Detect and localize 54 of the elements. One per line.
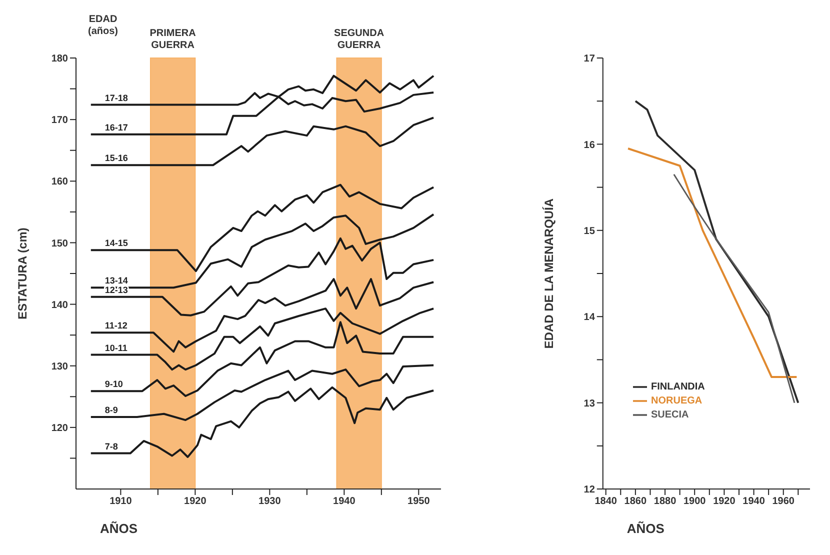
- y-tick-label: 15: [584, 226, 596, 237]
- series-label: 9-10: [104, 379, 123, 390]
- y-tick-label: 120: [51, 422, 68, 434]
- line-series: [90, 386, 435, 458]
- x-tick-label: 1920: [184, 496, 207, 508]
- x-tick-label: 1960: [772, 496, 795, 508]
- x-tick-label: 1940: [742, 496, 766, 508]
- x-tick-label: 1880: [654, 496, 677, 508]
- line-series: [90, 308, 435, 371]
- y-axis-title: ESTATURA (cm): [15, 228, 30, 320]
- line-series: [634, 100, 800, 404]
- x-axis-title: AÑOS: [626, 521, 665, 536]
- legend-label: SUECIA: [651, 410, 689, 421]
- x-tick-label: 1900: [683, 496, 706, 508]
- series-label: 15-16: [104, 153, 128, 164]
- x-tick-label: 1930: [258, 496, 282, 508]
- x-tick-label: 1860: [624, 496, 647, 508]
- line-series: [627, 148, 798, 378]
- y-tick-label: 12: [584, 484, 596, 496]
- legend-label: FINLANDIA: [651, 382, 705, 393]
- y-tick-label: 150: [51, 238, 68, 250]
- y-tick-label: 13: [584, 398, 596, 410]
- x-tick-label: 1910: [110, 496, 132, 508]
- series-label: 7-8: [104, 441, 118, 452]
- y-tick-label: 140: [51, 300, 68, 311]
- x-tick-label: 1920: [713, 496, 736, 508]
- y-tick-label: 16: [584, 140, 596, 151]
- y-tick-label: 130: [51, 361, 68, 372]
- line-series: [90, 321, 435, 398]
- x-tick-label: 1840: [594, 496, 618, 508]
- band-label: SEGUNDA GUERRA: [334, 28, 384, 51]
- line-series: [90, 116, 435, 166]
- legend-label: NORUEGA: [651, 396, 702, 407]
- x-axis-title: AÑOS: [100, 521, 138, 536]
- y-tick-label: 160: [51, 176, 68, 188]
- series-label: 11-12: [104, 320, 128, 331]
- x-tick-label: 1950: [408, 496, 430, 508]
- y-axis-title: EDAD DE LA MENARQUÍA: [542, 198, 556, 349]
- y-tick-label: 17: [584, 54, 596, 65]
- band-label: PRIMERA GUERRA: [150, 28, 196, 51]
- x-tick-label: 1940: [333, 496, 356, 508]
- series-label: 16-17: [104, 122, 128, 132]
- series-label: 17-18: [104, 92, 128, 103]
- series-label: 8-9: [104, 404, 118, 415]
- y-tick-label: 14: [584, 312, 596, 324]
- y-tick-label: 180: [51, 54, 68, 65]
- series-label: 14-15: [104, 238, 128, 248]
- series-label: 13-14: [104, 276, 128, 286]
- legend-title: EDAD (años): [88, 14, 118, 38]
- line-series: [90, 364, 435, 422]
- series-label: 10-11: [104, 342, 128, 353]
- y-tick-label: 170: [51, 115, 68, 126]
- line-series: [90, 184, 435, 272]
- line-series: [90, 278, 435, 353]
